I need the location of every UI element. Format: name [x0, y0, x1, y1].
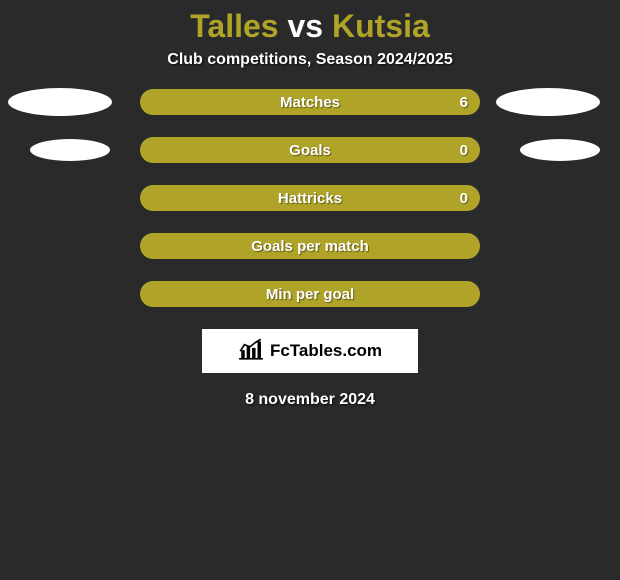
- stat-label: Matches: [140, 94, 480, 111]
- stat-row: Matches6: [0, 89, 620, 115]
- stat-bar: Min per goal: [140, 281, 480, 307]
- brand-box: FcTables.com: [202, 329, 418, 373]
- left-ellipse-icon: [8, 88, 112, 116]
- stat-bar: Matches6: [140, 89, 480, 115]
- stat-label: Goals per match: [140, 238, 480, 255]
- left-ellipse-icon: [30, 139, 110, 161]
- stat-value: 0: [460, 190, 468, 207]
- stat-row: Goals0: [0, 137, 620, 163]
- stat-value: 0: [460, 142, 468, 159]
- date-text: 8 november 2024: [0, 391, 620, 409]
- stat-row: Goals per match: [0, 233, 620, 259]
- title-player1: Talles: [190, 8, 278, 44]
- stat-label: Goals: [140, 142, 480, 159]
- infographic-container: Talles vs Kutsia Club competitions, Seas…: [0, 0, 620, 409]
- stat-bar: Goals0: [140, 137, 480, 163]
- stat-row: Hattricks0: [0, 185, 620, 211]
- bar-chart-icon: [238, 338, 264, 365]
- stat-label: Hattricks: [140, 190, 480, 207]
- page-title: Talles vs Kutsia: [0, 8, 620, 45]
- title-player2: Kutsia: [332, 8, 430, 44]
- subtitle: Club competitions, Season 2024/2025: [0, 51, 620, 69]
- stat-value: 6: [460, 94, 468, 111]
- brand-text: FcTables.com: [270, 341, 382, 361]
- stat-row: Min per goal: [0, 281, 620, 307]
- stat-rows: Matches6Goals0Hattricks0Goals per matchM…: [0, 89, 620, 307]
- right-ellipse-icon: [496, 88, 600, 116]
- stat-bar: Goals per match: [140, 233, 480, 259]
- right-ellipse-icon: [520, 139, 600, 161]
- title-vs: vs: [287, 8, 323, 44]
- stat-bar: Hattricks0: [140, 185, 480, 211]
- stat-label: Min per goal: [140, 286, 480, 303]
